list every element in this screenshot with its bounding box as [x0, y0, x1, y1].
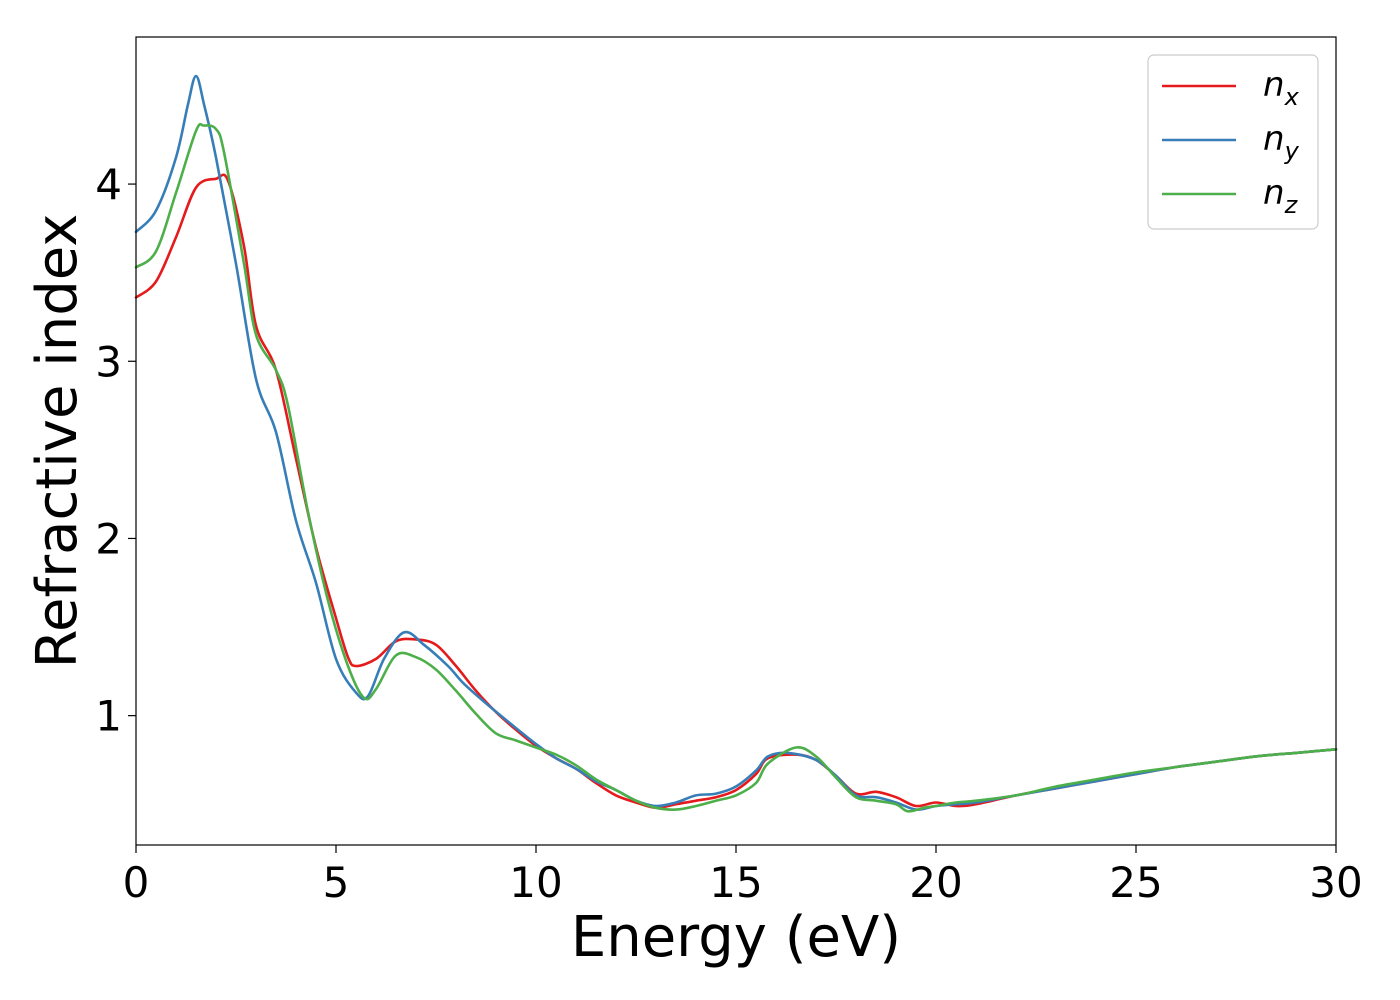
y-tick-label: 4	[95, 160, 122, 209]
legend-label-ny: ny	[1263, 119, 1300, 165]
x-tick-label: 15	[709, 858, 762, 907]
legend: nx ny nz	[1147, 54, 1319, 230]
x-tick-label: 10	[509, 858, 562, 907]
series-lines	[134, 74, 1338, 813]
x-tick-label: 5	[323, 858, 350, 907]
series-line-nx	[134, 173, 1338, 810]
y-tick-label: 1	[95, 692, 122, 741]
x-axis-ticks: 0 5 10 15 20 25 30	[123, 845, 1363, 907]
x-axis-label: Energy (eV)	[571, 905, 901, 970]
x-tick-label: 25	[1109, 858, 1162, 907]
x-tick-label: 0	[123, 858, 150, 907]
y-tick-label: 2	[95, 514, 122, 563]
x-tick-label: 30	[1309, 858, 1362, 907]
series-line-nz	[134, 122, 1338, 813]
y-axis-label: Refractive index	[25, 214, 90, 669]
legend-label-nz: nz	[1263, 173, 1299, 219]
legend-box	[1147, 54, 1319, 230]
y-axis-ticks: 1 2 3 4	[95, 160, 136, 741]
plot-background	[136, 37, 1336, 845]
y-tick-label: 3	[95, 337, 122, 386]
legend-label-nx: nx	[1263, 65, 1300, 111]
x-tick-label: 20	[909, 858, 962, 907]
